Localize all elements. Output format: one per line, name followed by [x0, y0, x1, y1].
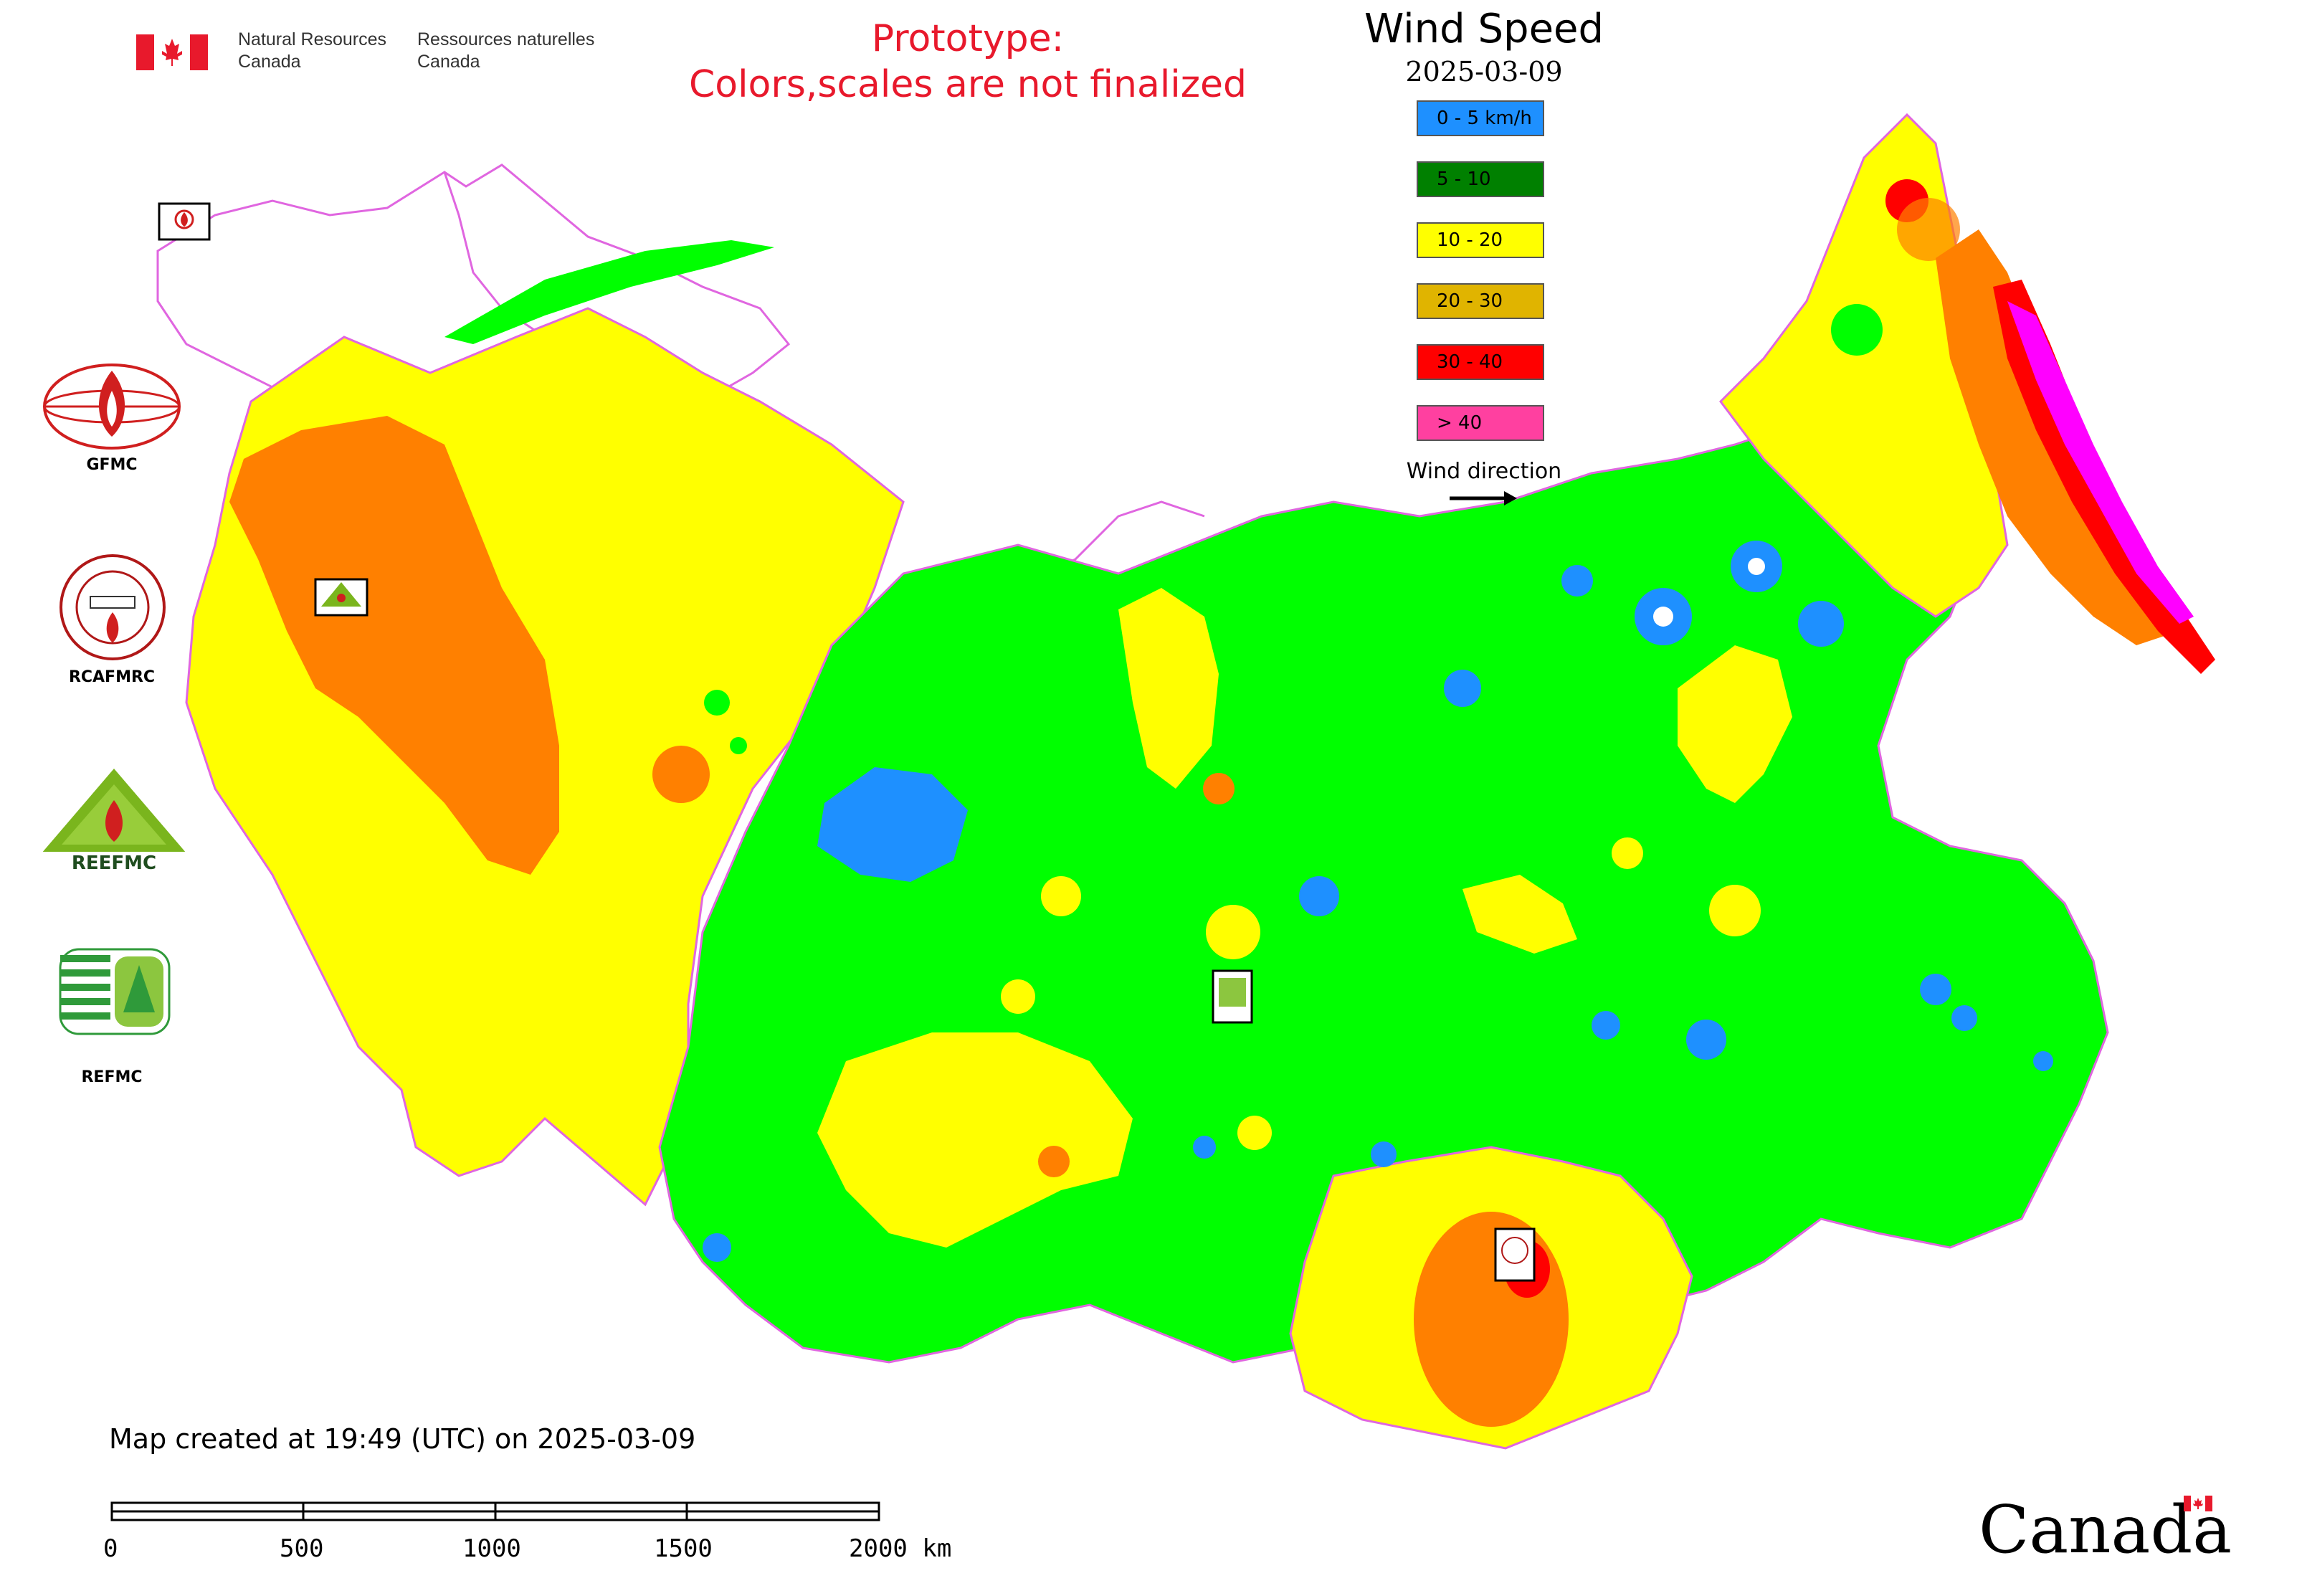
org-name-fr: Ressources naturelles Canada [417, 29, 595, 72]
legend-item-high: 20 - 30 [1417, 283, 1544, 319]
scale-bar: 0 500 1000 1500 2000 km [100, 1498, 975, 1570]
arrow-right-icon [1450, 491, 1517, 505]
zone-high-cell [1038, 1146, 1070, 1177]
zone-moderate-kazakh [817, 1032, 1133, 1248]
zone-calm-cells [703, 541, 2053, 1262]
legend-item-calm: 0 - 5 km/h [1417, 100, 1544, 136]
rcafmrc-mini-logo-icon [1494, 1227, 1536, 1282]
canada-wordmark-flag-icon [2184, 1496, 2212, 1511]
canada-wordmark: Canada [1979, 1491, 2232, 1570]
zone-extreme-kamchatka [2007, 301, 2194, 624]
map-created-timestamp: Map created at 19:49 (UTC) on 2025-03-09 [109, 1423, 696, 1455]
logo-label-gfmc: GFMC [86, 456, 138, 474]
zone-high-west [229, 416, 559, 875]
org-name-en: Natural Resources Canada [238, 29, 387, 72]
scale-bar-graphic [110, 1501, 880, 1521]
scale-tick-label: 500 [280, 1534, 324, 1563]
refmc-mini-logo-icon [1212, 969, 1253, 1024]
scale-tick-label: 2000 km [849, 1534, 952, 1563]
legend-item-very-high: 30 - 40 [1417, 344, 1544, 380]
reefmc-mini-logo-icon [314, 578, 368, 617]
zone-low-cells [704, 304, 1883, 754]
prototype-notice: Prototype: Colors,scales are not finaliz… [688, 17, 1247, 106]
scale-tick-label: 0 [103, 1534, 118, 1563]
zone-high-chukotka [1897, 198, 1960, 261]
logo-label-refmc: REFMC [81, 1068, 143, 1086]
legend-item-moderate: 10 - 20 [1417, 222, 1544, 258]
canada-flag-icon [136, 34, 208, 70]
legend-direction-label: Wind direction [1406, 459, 1562, 484]
zone-moderate-cells [1001, 588, 1792, 1150]
legend-title: Wind Speed [1364, 6, 1604, 52]
refmc-emblem-icon [59, 948, 171, 1035]
logo-label-rcafmrc: RCAFMRC [68, 668, 156, 686]
nrcan-signature: Natural Resources Canada Ressources natu… [136, 29, 638, 79]
gfmc-emblem-icon [43, 364, 181, 450]
gfmc-mini-logo-icon [158, 202, 211, 241]
legend-item-low: 5 - 10 [1417, 161, 1544, 197]
rcafmrc-seal-icon [60, 554, 166, 660]
zone-low-arctic [444, 240, 774, 344]
zone-calm-centers [1653, 558, 1765, 627]
zone-high-cell [1203, 773, 1235, 804]
svg-text:REEFMC: REEFMC [72, 852, 156, 874]
scale-tick-label: 1000 [462, 1534, 521, 1563]
legend-date: 2025-03-09 [1405, 56, 1563, 87]
reefmc-triangle-icon: REEFMC [40, 769, 188, 874]
scale-tick-label: 1500 [654, 1534, 713, 1563]
legend-item-extreme: > 40 [1417, 405, 1544, 441]
zone-high-cell [652, 746, 710, 803]
zone-high-mongolia [1414, 1212, 1569, 1427]
